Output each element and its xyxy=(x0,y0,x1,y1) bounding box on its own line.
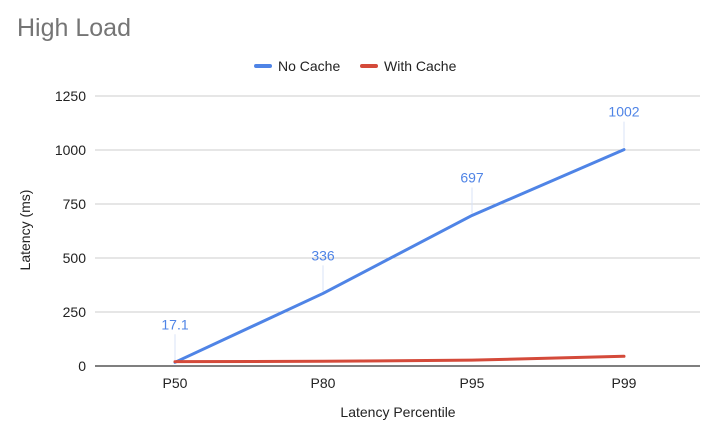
y-tick-label: 1250 xyxy=(55,88,86,104)
series-lines xyxy=(173,148,626,364)
legend-label: No Cache xyxy=(278,58,340,74)
series-line-2 xyxy=(173,354,626,364)
y-axis-ticks: 0 250 500 750 1000 1250 xyxy=(55,88,86,374)
series-line-1 xyxy=(173,148,626,364)
x-tick-label: P50 xyxy=(163,375,188,391)
legend-label: With Cache xyxy=(384,58,457,74)
y-tick-label: 250 xyxy=(63,304,87,320)
y-tick-label: 500 xyxy=(63,250,87,266)
x-tick-label: P95 xyxy=(460,375,485,391)
data-label: 1002 xyxy=(608,104,639,120)
x-tick-label: P99 xyxy=(612,375,637,391)
y-axis-label: Latency (ms) xyxy=(17,190,33,271)
y-tick-label: 0 xyxy=(78,358,86,374)
y-tick-label: 750 xyxy=(63,196,87,212)
data-label: 17.1 xyxy=(161,316,188,332)
x-axis-label: Latency Percentile xyxy=(340,404,455,420)
data-labels: 17.1 336 697 1002 xyxy=(161,104,640,361)
x-axis-ticks: P50 P80 P95 P99 xyxy=(163,375,637,391)
x-tick-label: P80 xyxy=(311,375,336,391)
data-label: 336 xyxy=(311,247,335,263)
data-label: 697 xyxy=(460,169,484,185)
legend: No Cache With Cache xyxy=(254,58,457,74)
gridlines xyxy=(95,95,700,367)
y-tick-label: 1000 xyxy=(55,142,86,158)
chart-title: High Load xyxy=(17,14,131,42)
